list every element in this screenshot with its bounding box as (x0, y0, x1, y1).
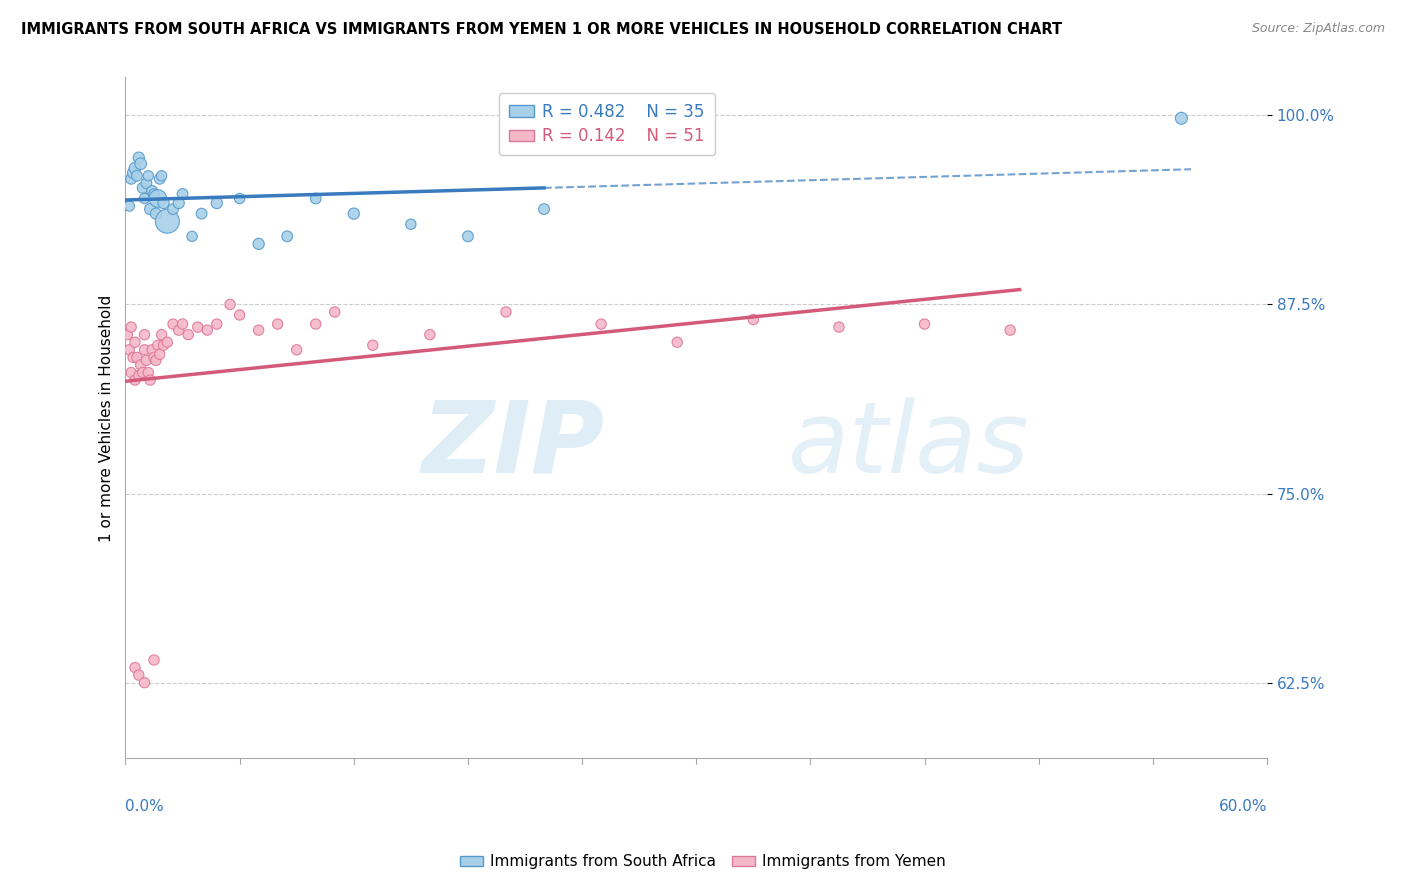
Point (156, 214, 179, 228)
Point (143, 653, 166, 667)
Point (247, 323, 270, 337)
Point (134, 192, 156, 206)
Text: 60.0%: 60.0% (1219, 799, 1267, 814)
Point (124, 660, 146, 674)
Point (146, 338, 169, 352)
Point (828, 320, 851, 334)
Y-axis label: 1 or more Vehicles in Household: 1 or more Vehicles in Household (100, 294, 114, 541)
Point (143, 351, 166, 365)
Point (666, 335, 689, 350)
Point (998, 323, 1021, 337)
Point (129, 358, 152, 372)
Point (162, 317, 184, 331)
Point (131, 181, 153, 195)
Point (145, 353, 167, 368)
Point (343, 206, 366, 220)
Point (150, 169, 173, 183)
Point (134, 327, 156, 342)
Point (419, 327, 441, 342)
Legend: R = 0.482    N = 35, R = 0.142    N = 51: R = 0.482 N = 35, R = 0.142 N = 51 (499, 93, 714, 155)
Point (167, 323, 190, 337)
Point (172, 186, 194, 201)
Point (533, 202, 555, 216)
Point (125, 169, 148, 183)
Point (136, 366, 159, 380)
Text: ZIP: ZIP (422, 397, 605, 493)
Text: atlas: atlas (787, 397, 1029, 493)
Point (914, 317, 936, 331)
Point (135, 177, 157, 191)
Point (118, 199, 141, 213)
Point (457, 229, 479, 244)
Point (167, 196, 190, 211)
Point (152, 196, 174, 211)
Point (124, 161, 146, 176)
Point (134, 343, 156, 357)
Point (122, 351, 145, 365)
Point (117, 327, 139, 342)
Point (495, 305, 517, 319)
Point (135, 353, 157, 368)
Point (122, 166, 145, 180)
Point (124, 335, 146, 350)
Point (120, 171, 142, 186)
Point (120, 320, 142, 334)
Point (134, 675, 156, 690)
Point (1170, 112, 1192, 126)
Point (149, 171, 172, 186)
Text: IMMIGRANTS FROM SOUTH AFRICA VS IMMIGRANTS FROM YEMEN 1 OR MORE VEHICLES IN HOUS: IMMIGRANTS FROM SOUTH AFRICA VS IMMIGRAN… (21, 22, 1062, 37)
Point (150, 327, 173, 342)
Point (228, 308, 250, 322)
Point (187, 320, 209, 334)
Point (266, 317, 288, 331)
Point (247, 236, 270, 251)
Point (228, 192, 250, 206)
Point (145, 206, 167, 220)
Text: 0.0%: 0.0% (125, 799, 165, 814)
Point (141, 343, 163, 357)
Point (136, 169, 159, 183)
Point (152, 338, 174, 352)
Point (129, 157, 152, 171)
Point (305, 317, 328, 331)
Text: Source: ZipAtlas.com: Source: ZipAtlas.com (1251, 22, 1385, 36)
Point (172, 317, 194, 331)
Point (124, 373, 146, 387)
Point (149, 347, 172, 361)
Point (120, 366, 142, 380)
Point (205, 196, 228, 211)
Point (143, 186, 166, 201)
Point (128, 151, 150, 165)
Point (323, 305, 346, 319)
Point (305, 192, 328, 206)
Point (742, 312, 765, 326)
Point (285, 343, 308, 357)
Point (181, 229, 204, 244)
Point (361, 338, 384, 352)
Point (128, 368, 150, 383)
Point (139, 202, 162, 216)
Point (195, 323, 218, 337)
Point (128, 668, 150, 682)
Point (205, 317, 228, 331)
Point (177, 327, 200, 342)
Point (591, 317, 613, 331)
Point (118, 343, 141, 357)
Point (219, 297, 242, 311)
Point (146, 192, 169, 206)
Point (125, 351, 148, 365)
Point (162, 202, 184, 216)
Point (131, 366, 153, 380)
Point (399, 217, 422, 231)
Point (276, 229, 298, 244)
Point (190, 206, 212, 220)
Legend: Immigrants from South Africa, Immigrants from Yemen: Immigrants from South Africa, Immigrants… (454, 848, 952, 875)
Point (156, 335, 179, 350)
Point (141, 184, 163, 198)
Point (139, 373, 162, 387)
